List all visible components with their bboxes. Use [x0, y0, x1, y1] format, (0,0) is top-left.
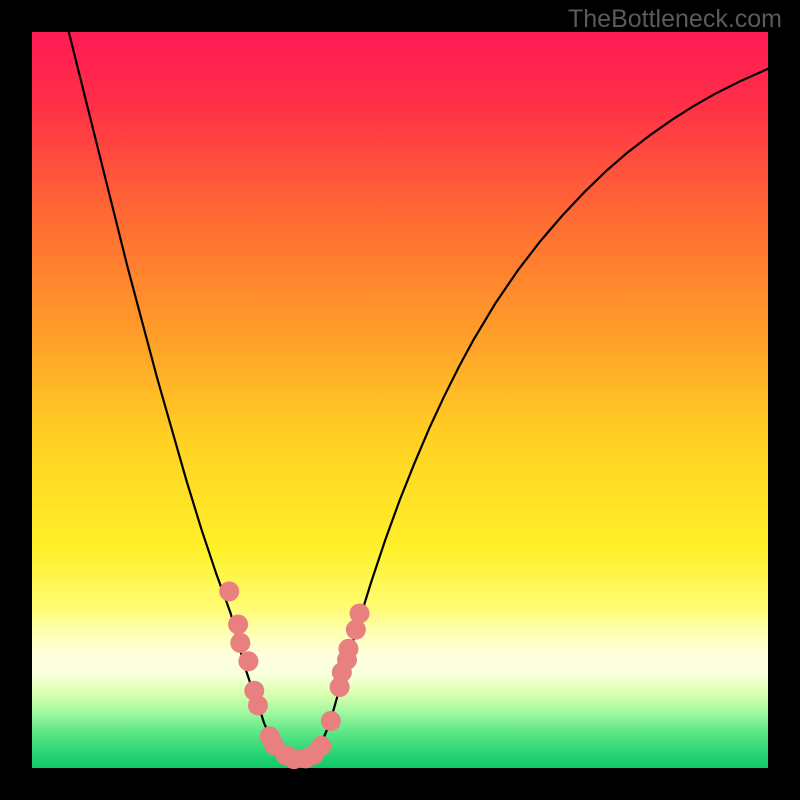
watermark-text: TheBottleneck.com: [568, 5, 782, 34]
marker-dot: [230, 633, 250, 653]
marker-dot: [219, 581, 239, 601]
plot-area: [32, 32, 768, 768]
marker-dot: [338, 639, 358, 659]
marker-dot: [321, 711, 341, 731]
chart-frame: TheBottleneck.com: [0, 0, 800, 800]
marker-dot: [238, 651, 258, 671]
marker-dot: [228, 614, 248, 634]
gradient-rect: [32, 32, 768, 768]
marker-dot: [311, 736, 331, 756]
marker-dot: [248, 695, 268, 715]
gradient-layer: [32, 32, 768, 768]
marker-dot: [350, 603, 370, 623]
